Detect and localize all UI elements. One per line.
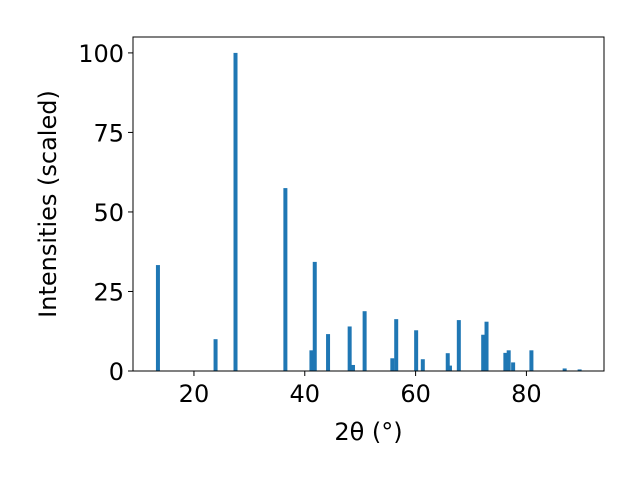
y-tick-label: 100 [78, 40, 124, 68]
x-axis-label: 2θ (°) [334, 418, 402, 446]
bar [503, 352, 508, 371]
bar [529, 350, 534, 371]
plot-frame [132, 36, 605, 372]
bar [481, 334, 486, 371]
bar [233, 52, 238, 372]
bar [506, 350, 511, 371]
bar [347, 326, 352, 371]
bar [283, 188, 288, 371]
bar [312, 261, 317, 371]
y-tick-label: 75 [93, 119, 124, 147]
bars-group [155, 52, 582, 372]
bar [362, 311, 367, 371]
bar [456, 320, 461, 371]
bar [447, 365, 452, 371]
bar [420, 359, 425, 371]
y-tick-label: 25 [93, 278, 124, 306]
x-tick-label: 40 [290, 380, 321, 408]
bar [350, 364, 355, 371]
x-tick-label: 20 [179, 380, 210, 408]
x-tick-label: 60 [400, 380, 431, 408]
bar [309, 350, 314, 371]
bar [326, 334, 331, 371]
bar [394, 319, 399, 371]
x-tick-label: 80 [511, 380, 542, 408]
bar [390, 358, 395, 371]
y-axis-label: Intensities (scaled) [34, 90, 62, 318]
bar [511, 362, 516, 371]
x-ticks-group: 20 40 60 80 [179, 371, 542, 408]
y-tick-label: 50 [93, 199, 124, 227]
bar [562, 368, 567, 371]
bar [445, 353, 450, 371]
bar [213, 339, 218, 371]
y-tick-label: 0 [109, 358, 124, 386]
bar [155, 265, 160, 371]
bar [414, 330, 419, 371]
y-ticks-group: 0 25 50 75 100 [78, 40, 133, 386]
bar [577, 369, 582, 371]
bar [484, 321, 489, 371]
